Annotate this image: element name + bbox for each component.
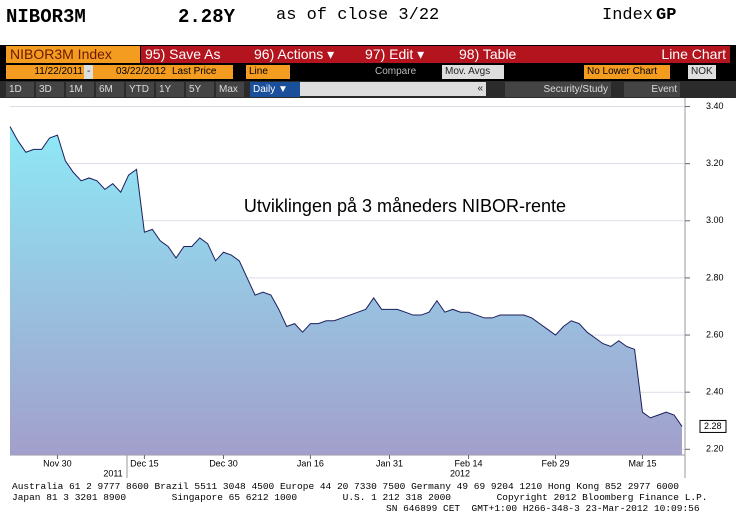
period-button[interactable]: 6M bbox=[96, 82, 124, 97]
y-tick-label: 2.60 bbox=[706, 329, 724, 339]
y-tick-label: 3.20 bbox=[706, 158, 724, 168]
y-tick-label: 2.20 bbox=[706, 444, 724, 454]
compare[interactable]: Compare bbox=[372, 65, 438, 79]
x-tick-label: Jan 16 bbox=[297, 458, 324, 468]
period-button[interactable]: 1M bbox=[66, 82, 94, 97]
period-button[interactable]: 5Y bbox=[186, 82, 214, 97]
x-tick-label: Mar 15 bbox=[628, 458, 656, 468]
period-button[interactable]: 1D bbox=[6, 82, 34, 97]
y-tick-label: 3.00 bbox=[706, 215, 724, 225]
y-tick-label: 2.80 bbox=[706, 272, 724, 282]
last-value-label: 2.28 bbox=[704, 421, 722, 431]
x-tick-label: Dec 30 bbox=[209, 458, 238, 468]
lower-chart[interactable]: No Lower Chart bbox=[584, 65, 670, 79]
style[interactable]: Line bbox=[246, 65, 290, 79]
toolbar-row: 11/22/2011 - 03/22/2012 Last Price Line … bbox=[0, 64, 736, 81]
y-tick-label: 2.40 bbox=[706, 387, 724, 397]
toolbar-row: Daily ▼ « Security/Study Event 1D 3D 1M 6M Y… bbox=[0, 81, 736, 98]
area bbox=[10, 126, 682, 455]
year-label: 2011 bbox=[103, 468, 122, 478]
table[interactable]: 98) Table bbox=[455, 46, 543, 63]
actions[interactable]: 96) Actions ▾ bbox=[250, 46, 364, 63]
sector: Index bbox=[602, 6, 654, 25]
chart-kind[interactable]: Line Chart bbox=[540, 46, 730, 63]
start-date[interactable]: 11/22/2011 bbox=[6, 65, 86, 79]
end-date[interactable]: 03/22/2012 bbox=[93, 65, 169, 79]
chart: 2.20 2.40 2.60 2.80 3.00 3.20 3.40 Nov 30 Dec 15… bbox=[0, 98, 736, 480]
security-study[interactable]: Security/Study bbox=[505, 82, 611, 97]
footer-line: Japan 81 3 3201 8900 Singapore 65 6212 1… bbox=[12, 492, 708, 503]
save-as[interactable]: 95) Save As bbox=[141, 46, 253, 63]
frequency[interactable]: Daily ▼ bbox=[250, 82, 300, 97]
price: 2.28Y bbox=[178, 6, 236, 28]
collapse[interactable]: « bbox=[300, 82, 486, 96]
period-button[interactable]: 3D bbox=[36, 82, 64, 97]
x-tick-label: Nov 30 bbox=[43, 458, 72, 468]
period-button[interactable]: Max bbox=[216, 82, 244, 97]
x-tick-label: Feb 29 bbox=[541, 458, 569, 468]
edit[interactable]: 97) Edit ▾ bbox=[361, 46, 458, 63]
x-tick-label: Jan 31 bbox=[376, 458, 403, 468]
date-sep: - bbox=[84, 65, 94, 79]
annotation: Utviklingen på 3 måneders NIBOR-rente bbox=[244, 196, 566, 216]
y-tick-label: 3.40 bbox=[706, 101, 724, 111]
mov-avgs[interactable]: Mov. Avgs bbox=[442, 65, 504, 79]
security-field[interactable]: NIBOR3M Index bbox=[6, 46, 140, 63]
year-label: 2012 bbox=[450, 468, 470, 478]
last-value-box bbox=[699, 419, 727, 433]
toolbar: NIBOR3M Index 95) Save As 96) Actions ▾ … bbox=[0, 45, 736, 64]
currency[interactable]: NOK bbox=[688, 65, 716, 79]
function: GP bbox=[656, 6, 677, 25]
line bbox=[9, 126, 683, 427]
field[interactable]: Last Price bbox=[169, 65, 233, 79]
x-tick-label: Dec 15 bbox=[130, 458, 159, 468]
event[interactable]: Event bbox=[624, 82, 680, 97]
ticker: NIBOR3M bbox=[6, 6, 86, 28]
as-of: as of close 3/22 bbox=[276, 6, 440, 25]
x-tick-label: Feb 14 bbox=[455, 458, 483, 468]
footer-line: SN 646899 CET GMT+1:00 H266-348-3 23-Mar… bbox=[386, 503, 700, 514]
footer-line: Australia 61 2 9777 8600 Brazil 5511 304… bbox=[12, 481, 680, 492]
period-button[interactable]: YTD bbox=[126, 82, 154, 97]
period-button[interactable]: 1Y bbox=[156, 82, 184, 97]
